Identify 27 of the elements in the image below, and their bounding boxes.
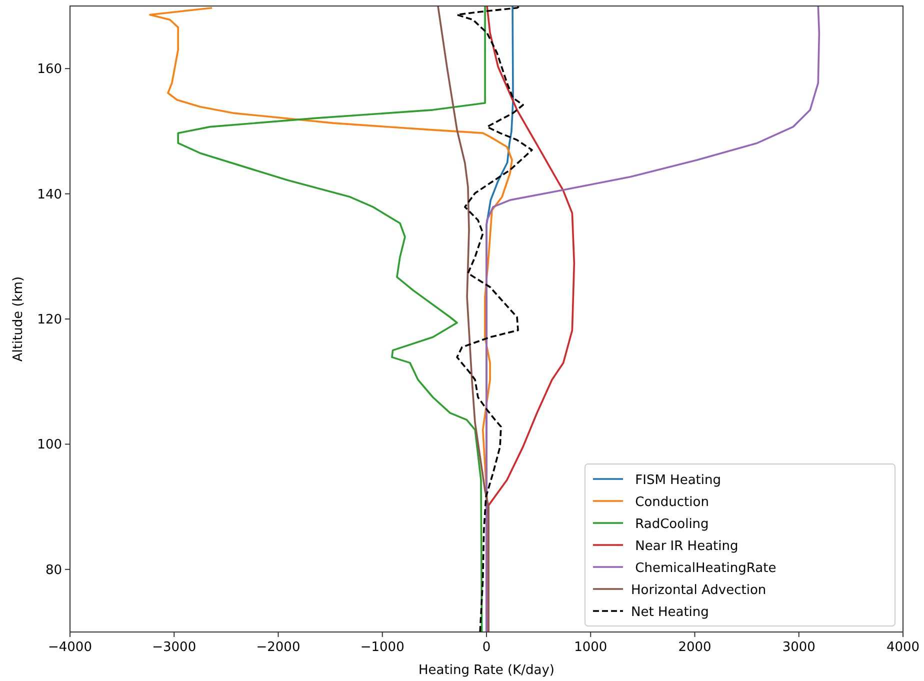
- y-tick-label: 140: [37, 187, 62, 202]
- line-series: [177, 6, 486, 632]
- line-series: [486, 6, 820, 632]
- line-series: [456, 6, 533, 632]
- x-tick-label: 0: [482, 640, 491, 655]
- x-tick-label: −3000: [152, 640, 196, 655]
- legend-label: Near IR Heating: [631, 539, 738, 554]
- x-tick-label: 1000: [574, 640, 608, 655]
- legend-label: Horizontal Advection: [631, 583, 766, 598]
- legend-label: Net Heating: [631, 605, 709, 620]
- legend-label: FISM Heating: [631, 473, 721, 488]
- line-series: [437, 6, 490, 632]
- x-tick-label: −1000: [360, 640, 404, 655]
- y-tick-label: 120: [37, 312, 62, 328]
- x-tick-label: 4000: [886, 640, 920, 655]
- x-tick-label: −4000: [48, 640, 92, 655]
- x-tick-label: 2000: [678, 640, 712, 655]
- x-tick-label: 3000: [782, 640, 816, 655]
- x-tick-label: −2000: [256, 640, 300, 655]
- y-tick-label: 100: [37, 438, 62, 453]
- legend-label: ChemicalHeatingRate: [631, 561, 776, 576]
- legend-label: Conduction: [631, 495, 709, 510]
- x-axis-title: Heating Rate (K/day): [418, 663, 554, 678]
- y-tick-label: 80: [45, 562, 62, 578]
- y-axis-title: Altitude (km): [11, 276, 26, 362]
- y-tick-label: 160: [37, 62, 62, 78]
- legend-label: RadCooling: [631, 517, 709, 532]
